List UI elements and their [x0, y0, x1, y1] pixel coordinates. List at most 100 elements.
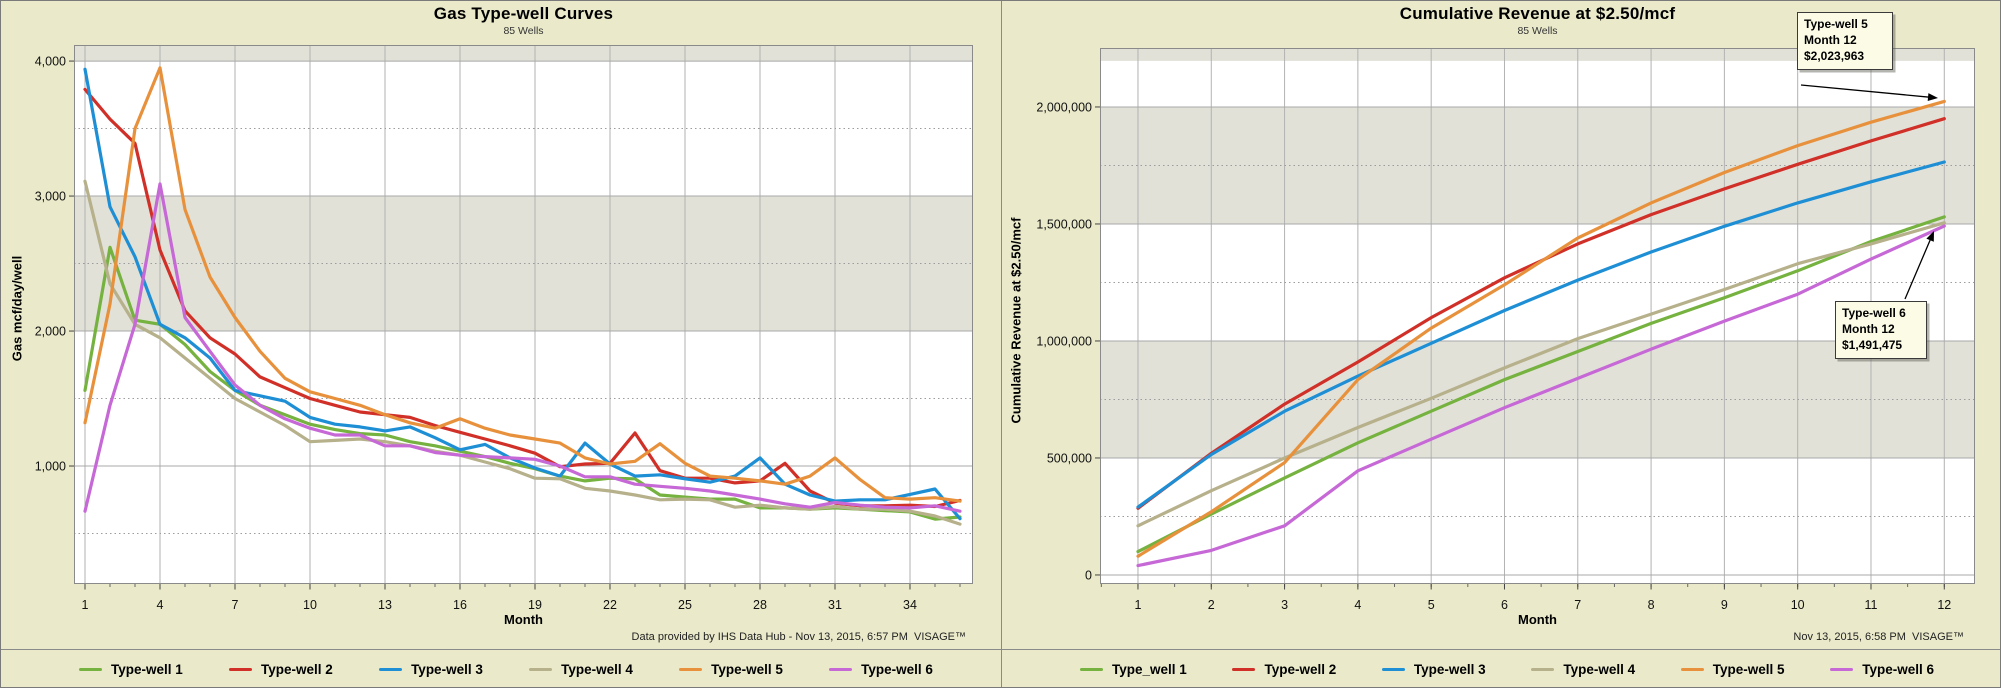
y-tick-label: 1,000,000 — [1036, 334, 1092, 348]
legend-color-dash-icon — [1080, 667, 1103, 672]
legend: Type-well 1 Type-well 2 Type-well 3 Type-we… — [1, 649, 1001, 687]
legend-item-type-well-5[interactable]: Type-well 5 — [679, 662, 783, 677]
y-tick-label: 2,000 — [35, 325, 66, 339]
gas-type-well-curves-plot: 1 4 7 10 13 16 19 22 25 28 31 34 1,000 2,000 3,000 4,00… — [35, 45, 973, 612]
x-tick-label: 9 — [1721, 598, 1728, 612]
legend-color-dash-icon — [1680, 667, 1704, 672]
legend-color-dash-icon — [829, 667, 853, 672]
data-source-footer: Data provided by IHS Data Hub - Nov 13, … — [631, 631, 966, 643]
legend-item-type-well-3[interactable]: Type-well 3 — [379, 662, 483, 677]
legend-label: Type-well 1 — [111, 662, 183, 677]
series-line-type-well-6 — [83, 182, 962, 513]
legend-item-type-well-4[interactable]: Type-well 4 — [1531, 662, 1635, 677]
timestamp-footer: Nov 13, 2015, 6:58 PM VISAGE™ — [1793, 631, 1964, 643]
series-line-type-well-3 — [1136, 160, 1946, 509]
legend-item-type-well-5[interactable]: Type-well 5 — [1680, 662, 1785, 677]
annotation-type-well-5: Type-well 5 Month 12 $2,023,963 — [1797, 12, 1893, 70]
legend-item-type-well-1[interactable]: Type-well 1 — [79, 662, 183, 677]
legend-item-type-well-1[interactable]: Type_well 1 — [1080, 662, 1187, 677]
x-tick-label: 22 — [603, 598, 617, 612]
x-tick-label: 4 — [157, 598, 164, 612]
legend-label: Type-well 4 — [561, 662, 633, 677]
legend-label: Type-well 6 — [1862, 662, 1934, 677]
x-tick-label: 10 — [303, 598, 317, 612]
legend-color-dash-icon — [529, 667, 553, 672]
y-tick-label: 1,000 — [35, 460, 66, 474]
x-tick-label: 28 — [753, 598, 767, 612]
annotation-series-label: Type-well 6 — [1842, 306, 1906, 320]
well-count-subtitle: 85 Wells — [1517, 25, 1558, 37]
legend-color-dash-icon — [229, 667, 253, 672]
x-tick-label: 19 — [528, 598, 542, 612]
x-tick-label: 10 — [1791, 598, 1805, 612]
x-tick-label: 6 — [1501, 598, 1508, 612]
annotation-month-label: Month 12 — [1804, 32, 1857, 47]
x-tick-label: 7 — [232, 598, 239, 612]
page-title: Gas Type-well Curves — [433, 4, 614, 23]
legend-item-type-well-2[interactable]: Type-well 2 — [1232, 662, 1336, 677]
annotation-value-label: $2,023,963 — [1804, 48, 1865, 63]
y-tick-label: 0 — [1085, 568, 1092, 582]
legend-item-type-well-6[interactable]: Type-well 6 — [829, 662, 933, 677]
x-axis-title: Month — [504, 612, 543, 627]
cumulative-revenue-plot: 1 2 3 4 5 6 7 8 9 10 11 120500,0001,000,0001,500,00… — [1036, 48, 1975, 612]
series-line-type-well-5 — [83, 66, 962, 503]
x-tick-label: 34 — [903, 598, 917, 612]
legend-item-type-well-2[interactable]: Type-well 2 — [229, 662, 333, 677]
x-tick-label: 12 — [1937, 598, 1951, 612]
y-tick-label: 2,000,000 — [1036, 100, 1092, 114]
legend-label: Type-well 4 — [1563, 662, 1636, 677]
legend-label: Type-well 3 — [411, 662, 483, 677]
legend-label: Type-well 5 — [1712, 662, 1785, 677]
x-tick-label: 1 — [82, 598, 89, 612]
x-tick-label: 1 — [1134, 598, 1141, 612]
x-tick-label: 7 — [1574, 598, 1581, 612]
y-tick-label: 3,000 — [35, 190, 66, 204]
series-line-type-well-3 — [83, 67, 962, 521]
legend-item-type-well-4[interactable]: Type-well 4 — [529, 662, 633, 677]
series-line-type-well-5 — [1136, 99, 1946, 558]
y-tick-label: 1,500,000 — [1036, 217, 1092, 231]
legend-label: Type-well 2 — [1264, 662, 1337, 677]
legend-label: Type_well 1 — [1112, 662, 1187, 677]
legend-color-dash-icon — [679, 667, 703, 672]
legend-label: Type-well 2 — [261, 662, 333, 677]
y-tick-label: 4,000 — [35, 55, 66, 69]
legend-label: Type-well 3 — [1413, 662, 1486, 677]
annotation-month-label: Month 12 — [1842, 321, 1895, 336]
legend-color-dash-icon — [1531, 667, 1555, 672]
legend-color-dash-icon — [79, 667, 102, 672]
series-line-type-well-4 — [1136, 221, 1946, 528]
legend-color-dash-icon — [1830, 667, 1854, 672]
legend: Type_well 1 Type-well 2 Type-well 3 Type-we… — [1002, 649, 2000, 687]
annotation-series-label: Type-well 5 — [1804, 17, 1868, 31]
legend-item-type-well-6[interactable]: Type-well 6 — [1830, 662, 1934, 677]
x-tick-label: 16 — [453, 598, 467, 612]
page-title: Cumulative Revenue at $2.50/mcf — [1399, 4, 1676, 23]
x-tick-label: 8 — [1648, 598, 1655, 612]
legend-color-dash-icon — [379, 667, 403, 672]
well-count-subtitle: 85 Wells — [503, 25, 544, 37]
series-line-type-well-4 — [83, 179, 962, 526]
left-chart-panel: Gas Type-well Curves 85 Wells Gas mcf/da… — [1, 1, 1001, 687]
series-line-type-well-6 — [1136, 224, 1946, 568]
legend-item-type-well-3[interactable]: Type-well 3 — [1381, 662, 1486, 677]
series-line-type-well-1 — [1136, 215, 1946, 554]
annotation-type-well-6: Type-well 6 Month 12 $1,491,475 — [1835, 301, 1927, 359]
annotation-value-label: $1,491,475 — [1842, 337, 1903, 352]
series-line-type-well-2 — [83, 87, 962, 509]
x-axis-title: Month — [1518, 612, 1557, 627]
legend-label: Type-well 6 — [861, 662, 933, 677]
x-tick-label: 31 — [828, 598, 842, 612]
legend-color-dash-icon — [1232, 667, 1256, 672]
legend-color-dash-icon — [1381, 667, 1405, 672]
annotation-arrow — [1926, 231, 1934, 242]
right-chart-panel: Cumulative Revenue at $2.50/mcf 85 Wells… — [1001, 1, 2000, 687]
x-tick-label: 11 — [1864, 598, 1877, 612]
x-tick-label: 25 — [678, 598, 692, 612]
x-tick-label: 3 — [1281, 598, 1288, 612]
y-tick-label: 500,000 — [1047, 451, 1092, 465]
x-tick-label: 5 — [1428, 598, 1435, 612]
x-tick-label: 2 — [1208, 598, 1215, 612]
